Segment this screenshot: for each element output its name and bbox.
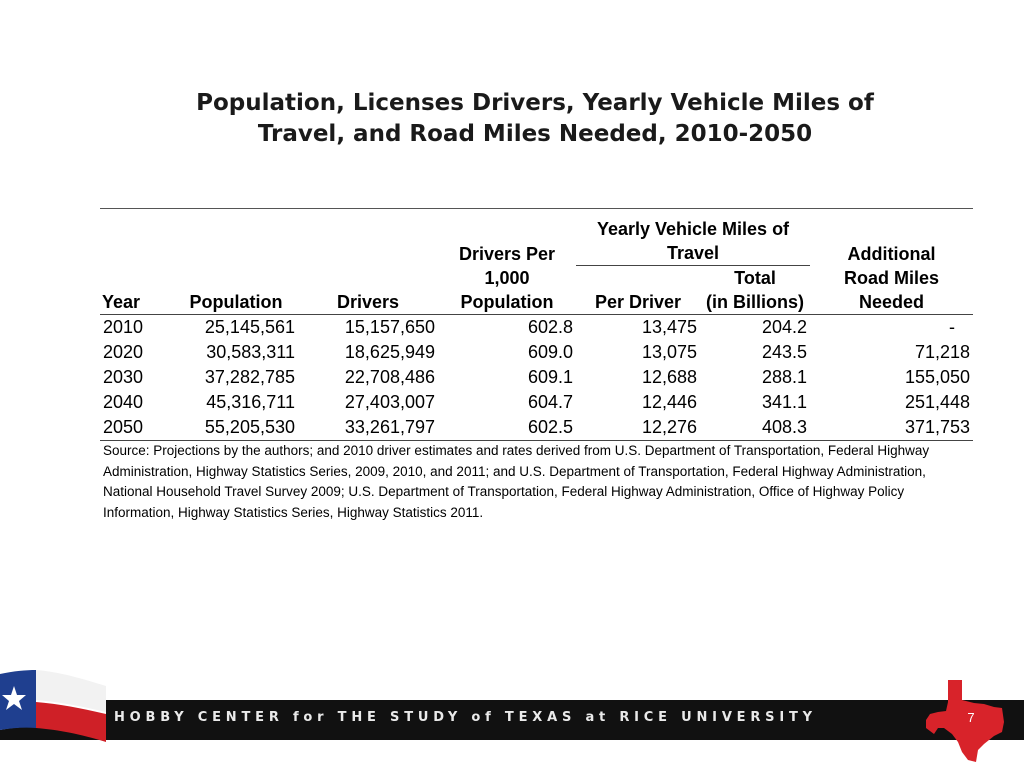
header-year: Year [102, 292, 141, 312]
header-road-line-1: Additional [847, 244, 936, 264]
cell-total: 288.1 [761, 367, 808, 387]
header-vmt-line-1: Yearly Vehicle Miles of [596, 219, 790, 239]
cell-per-driver: 12,688 [641, 367, 697, 387]
texas-state-icon [926, 680, 1004, 762]
cell-total: 408.3 [700, 415, 811, 441]
cell-drivers-per-1000: 609.0 [527, 342, 573, 362]
cell-road-miles: 251,448 [904, 392, 971, 412]
cell-year: 2040 [103, 392, 144, 412]
header-population: Population [189, 292, 283, 312]
slide-title-line-2: Travel, and Road Miles Needed, 2010-2050 [257, 121, 813, 147]
cell-road-miles: - [949, 317, 956, 337]
header-vmt-line-2: Travel [666, 243, 720, 263]
table-row: 2050 55,205,530 33,261,797 602.5 12,276 … [100, 415, 974, 441]
header-drivers-per-line-3: Population [460, 292, 554, 312]
cell-year: 2020 [103, 342, 144, 362]
cell-total: 204.2 [761, 317, 808, 337]
cell-drivers-per-1000: 609.1 [527, 367, 573, 387]
table-row: 2030 37,282,785 22,708,486 609.1 12,688 … [100, 365, 973, 390]
cell-per-driver: 13,075 [641, 342, 697, 362]
data-table-container: Year Population Drivers Drivers Per 1,00… [100, 208, 974, 441]
data-table: Year Population Drivers Drivers Per 1,00… [100, 208, 974, 441]
cell-population: 45,316,711 [206, 392, 295, 412]
header-total-line-2: (in Billions) [706, 292, 804, 312]
header-vmt-group: Yearly Vehicle Miles of Travel [576, 208, 811, 266]
cell-population: 37,282,785 [204, 367, 295, 387]
source-note: Source: Projections by the authors; and … [103, 443, 930, 520]
table-row: 2010 25,145,561 15,157,650 602.8 13,475 … [100, 314, 974, 341]
texas-flag-icon [0, 670, 106, 742]
header-drivers-per-1000: Drivers Per 1,000 Population [438, 209, 576, 315]
cell-drivers: 27,403,007 [344, 392, 435, 412]
cell-drivers-per-1000: 602.5 [438, 415, 576, 441]
cell-per-driver: 13,475 [641, 317, 697, 337]
cell-drivers: 15,157,650 [344, 317, 435, 337]
cell-drivers-per-1000: 602.8 [527, 317, 573, 337]
footer-organization: HOBBY CENTER for THE STUDY of TEXAS at R… [114, 710, 817, 725]
table-row: 2040 45,316,711 27,403,007 604.7 12,446 … [100, 390, 973, 415]
cell-road-miles: 371,753 [810, 415, 974, 441]
cell-population: 55,205,530 [174, 415, 298, 441]
header-road-line-3: Needed [859, 292, 925, 312]
page-number: 7 [967, 710, 975, 725]
cell-total: 341.1 [761, 392, 808, 412]
header-road-miles: Additional Road Miles Needed [810, 209, 973, 315]
header-per-driver: Per Driver [594, 292, 682, 312]
footer-band [0, 700, 1024, 740]
cell-drivers: 22,708,486 [344, 367, 435, 387]
cell-drivers-per-1000: 604.7 [527, 392, 573, 412]
cell-road-miles: 71,218 [914, 342, 971, 362]
header-drivers-per-line-1: Drivers Per [458, 244, 556, 264]
cell-total: 243.5 [761, 342, 808, 362]
slide-title-line-1: Population, Licenses Drivers, Yearly Veh… [196, 90, 874, 116]
cell-year: 2050 [100, 415, 174, 441]
cell-population: 25,145,561 [204, 317, 295, 337]
cell-year: 2030 [103, 367, 144, 387]
cell-road-miles: 155,050 [904, 367, 971, 387]
cell-per-driver: 12,446 [641, 392, 697, 412]
header-drivers-per-line-2: 1,000 [484, 268, 530, 288]
header-total-line-1: Total [734, 268, 776, 288]
cell-drivers: 33,261,797 [298, 415, 438, 441]
cell-year: 2010 [103, 317, 144, 337]
header-road-line-2: Road Miles [844, 268, 940, 288]
cell-drivers: 18,625,949 [344, 342, 435, 362]
slide-title: Population, Licenses Drivers, Yearly Veh… [120, 88, 950, 150]
cell-per-driver: 12,276 [576, 415, 700, 441]
cell-population: 30,583,311 [206, 342, 295, 362]
table-row: 2020 30,583,311 18,625,949 609.0 13,075 … [100, 340, 973, 365]
header-drivers: Drivers [336, 292, 400, 312]
header-total: Total (in Billions) [700, 266, 810, 315]
